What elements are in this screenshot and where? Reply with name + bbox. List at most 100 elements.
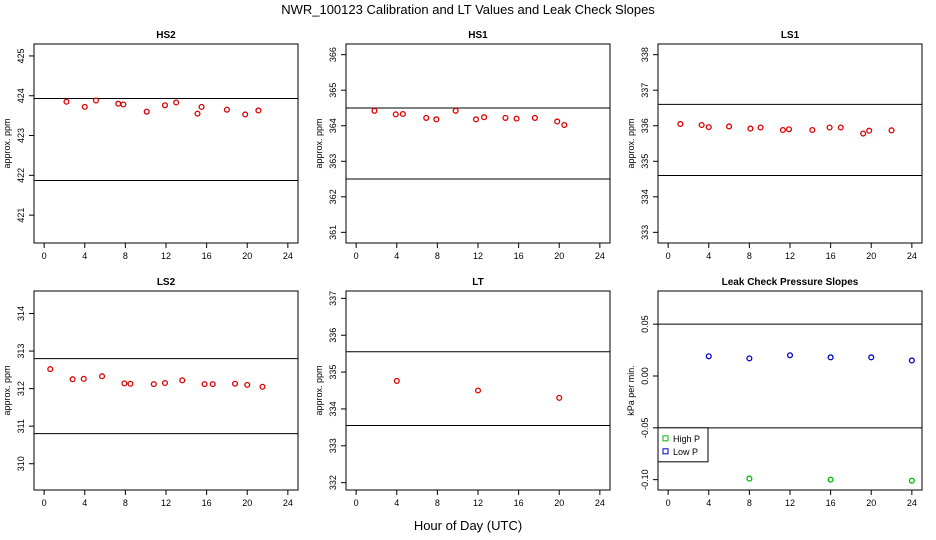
x-tick-label: 12 [785,498,795,508]
data-point [809,126,816,134]
data-point [231,380,239,387]
data-point [677,120,684,128]
data-point [747,125,754,132]
data-point [826,124,833,131]
data-point [63,98,70,105]
x-tick-label: 24 [283,251,293,261]
data-point [837,124,844,131]
data-point [827,476,834,483]
legend-swatch [662,448,669,455]
panel-title: Leak Check Pressure Slopes [722,277,859,288]
x-tick-label: 4 [82,251,87,261]
data-point [474,387,482,394]
y-tick-label: 332 [328,475,338,490]
data-point [705,353,712,360]
y-tick-label: 0.05 [640,315,650,333]
y-tick-label: 421 [16,208,26,223]
y-tick-label: 333 [640,225,650,240]
data-point [757,124,764,131]
y-tick-label: 337 [328,291,338,306]
data-point [173,99,180,106]
data-point [209,381,216,388]
data-point [481,114,488,121]
x-tick-label: 16 [826,498,836,508]
data-point [513,115,520,122]
data-point [746,355,753,362]
y-tick-label: 335 [640,154,650,169]
x-tick-label: 4 [394,498,399,508]
data-point [115,100,122,107]
data-point [259,383,266,390]
data-point [786,352,794,359]
data-point [81,103,88,110]
x-tick-label: 0 [354,498,359,508]
x-tick-label: 16 [826,251,836,261]
y-tick-label: 334 [328,401,338,416]
data-point [69,376,76,383]
y-tick-label: 312 [16,381,26,396]
y-tick-label: 362 [328,189,338,204]
y-tick-label: 337 [640,83,650,98]
x-tick-label: 8 [435,251,440,261]
panel-1: HS2 0 4 8 12 16 20 24 421 422 423 424 425 approx. ppm [2,30,299,261]
data-point [242,111,249,118]
legend-label: Low P [673,447,698,457]
y-axis-label: approx. ppm [626,118,636,168]
y-tick-label: -0.05 [640,418,650,439]
data-point [827,354,834,361]
data-point [433,116,440,123]
y-tick-label: 338 [640,47,650,62]
data-point [255,107,262,114]
data-point [98,373,106,380]
x-tick-label: 20 [242,498,252,508]
data-point [698,121,705,129]
data-point [556,394,563,401]
x-tick-label: 8 [123,251,128,261]
data-point [452,107,459,114]
data-point [399,110,406,118]
plot-frame [345,43,611,244]
x-tick-label: 4 [706,251,711,261]
x-tick-label: 24 [907,498,917,508]
data-point [779,126,786,134]
x-tick-label: 24 [907,251,917,261]
x-tick-label: 0 [666,498,671,508]
x-tick-label: 24 [595,251,605,261]
data-point [194,110,201,117]
x-tick-label: 4 [706,498,711,508]
legend-label: High P [673,434,700,444]
data-point [726,123,733,130]
data-point [888,127,895,134]
x-tick-label: 0 [42,498,47,508]
data-point [244,381,251,388]
data-point [392,111,399,118]
data-point [554,118,561,125]
panel-title: LS1 [781,30,800,41]
data-point [860,130,867,137]
x-tick-label: 20 [866,498,876,508]
y-axis-label: approx. ppm [314,365,324,415]
x-tick-label: 8 [435,498,440,508]
panel-5: LT 0 4 8 12 16 20 24 332 333 334 335 336 337 approx. p… [314,277,611,508]
data-point [785,126,793,133]
panel-3: LS1 0 4 8 12 16 20 24 333 334 335 336 337 338 approx. … [626,30,923,261]
data-point [143,108,150,115]
y-tick-label: 334 [640,189,650,204]
y-tick-label: 0.00 [640,367,650,385]
y-tick-label: 335 [328,365,338,380]
y-tick-label: 336 [640,118,650,133]
x-tick-label: 0 [666,251,671,261]
x-tick-label: 8 [123,498,128,508]
data-point [746,475,753,482]
data-point [393,377,400,384]
x-tick-label: 16 [202,251,212,261]
panel-title: LS2 [157,277,176,288]
x-tick-label: 0 [42,251,47,261]
x-tick-label: 12 [785,251,795,261]
data-point [201,381,208,388]
plot-frame [33,43,299,244]
data-point [47,366,54,373]
x-tick-label: 12 [161,251,171,261]
data-point [150,381,157,388]
x-tick-label: 16 [514,498,524,508]
